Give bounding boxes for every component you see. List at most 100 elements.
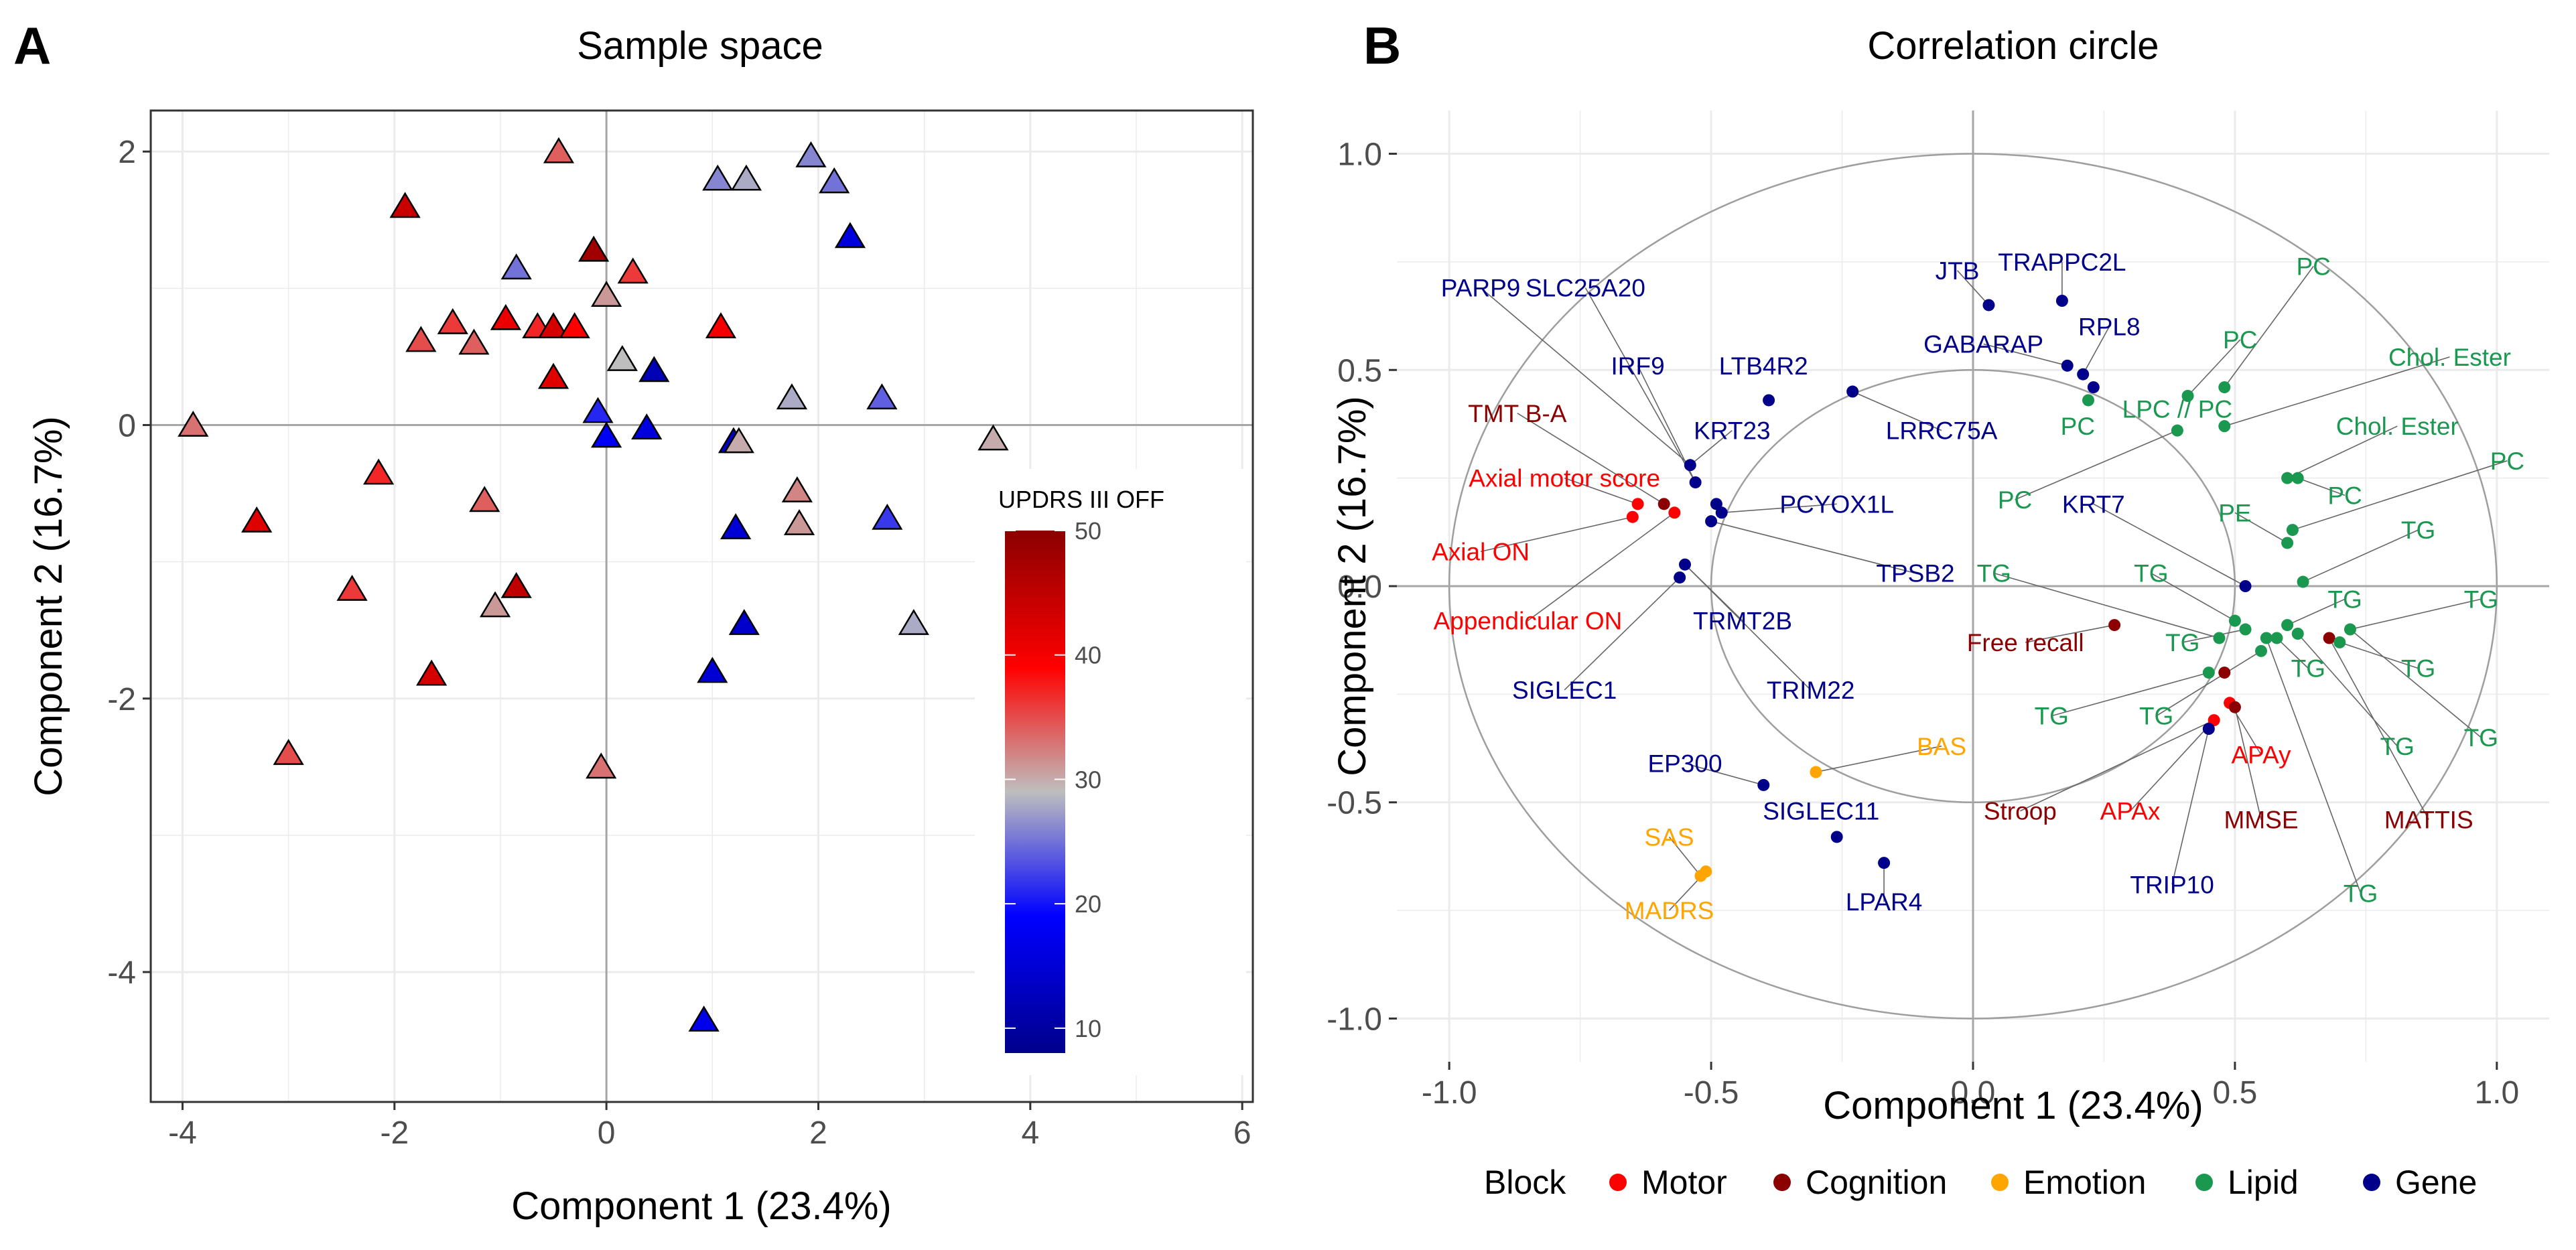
sample-triangle [705, 312, 737, 338]
label-leader-line [2328, 638, 2429, 820]
variable-label: Axial motor score [1469, 465, 1660, 492]
variable-point [2344, 623, 2356, 636]
label-leader-line [1480, 516, 1633, 553]
x-tick-label: 2 [809, 1115, 827, 1151]
variable-label: Chol. Ester [2388, 344, 2511, 371]
label-leader-line [2292, 460, 2508, 531]
variable-point [2208, 714, 2220, 727]
x-tick-label: 4 [1021, 1115, 1039, 1151]
variable-label: TG [2139, 703, 2173, 730]
variable-point [2218, 667, 2231, 679]
variable-label: MADRS [1625, 897, 1714, 924]
label-leader-line [2082, 326, 2110, 375]
variable-label: LTB4R2 [1719, 352, 1808, 380]
variable-point [2333, 636, 2346, 648]
label-leader-line [2303, 529, 2419, 583]
variable-label: RPL8 [2078, 314, 2141, 341]
colorbar-tick-label: 30 [1075, 766, 1101, 793]
sample-triangle [702, 164, 734, 191]
label-leader-line [2224, 265, 2314, 388]
variable-point [2281, 537, 2294, 549]
variable-label: Axial ON [1432, 538, 1530, 565]
variable-label: PC [2061, 413, 2095, 440]
variable-point [1700, 865, 1712, 878]
label-leader-line [2025, 624, 2115, 643]
variable-point [2218, 381, 2231, 394]
panel-a-y-axis-title: Component 2 (16.7%) [27, 416, 70, 796]
label-leader-line [1684, 564, 1812, 691]
variable-point [1757, 778, 1770, 791]
colorbar-gradient [1005, 531, 1065, 1053]
y-tick-label: -0.5 [1327, 786, 1382, 821]
variable-label: APAy [2231, 742, 2291, 769]
sample-triangle [537, 312, 569, 338]
y-tick-label: -2 [107, 682, 136, 717]
panel-b-title: Correlation circle [1867, 24, 2159, 68]
variable-point [2213, 632, 2226, 644]
variable-label: SIGLEC11 [1763, 798, 1879, 825]
variable-point [1763, 394, 1775, 407]
sample-triangle [728, 609, 760, 635]
panel-b-letter: B [1363, 16, 1401, 75]
label-leader-line [1690, 430, 1733, 466]
label-leader-line [2051, 672, 2210, 717]
label-leader-line [2266, 638, 2362, 894]
variable-point [2077, 368, 2090, 380]
sample-triangle [730, 164, 762, 191]
label-leader-line [1816, 746, 1942, 773]
variable-point [1684, 459, 1696, 472]
sample-triangle [537, 362, 569, 389]
variable-label: TG [2401, 655, 2435, 683]
variable-point [2270, 632, 2283, 644]
label-leader-line [2287, 425, 2398, 479]
variable-label: PC [2296, 253, 2330, 280]
variable-point [2055, 295, 2068, 307]
label-leader-line [1956, 270, 1990, 305]
variable-label: KRT23 [1694, 417, 1771, 445]
variable-point [1674, 571, 1686, 584]
legend-swatch-motor [1609, 1174, 1627, 1191]
sample-triangle [479, 591, 511, 618]
x-tick-label: 6 [1233, 1115, 1251, 1151]
legend-swatch-lipid [2195, 1174, 2213, 1191]
variable-point [2260, 632, 2273, 644]
variable-label: TG [2134, 560, 2168, 587]
colorbar-tick-label: 20 [1075, 890, 1101, 918]
label-leader-line [1527, 512, 1675, 622]
variable-point [1689, 476, 1702, 489]
variable-label: LPC // PC [2122, 395, 2233, 423]
sample-triangle [591, 421, 622, 448]
sample-triangle [781, 476, 813, 502]
label-leader-line [2276, 637, 2309, 669]
sample-triangle [723, 427, 754, 454]
legend-label-cognition: Cognition [1806, 1164, 1947, 1201]
variable-label: TG [1977, 560, 2011, 587]
variable-point [1631, 498, 1644, 510]
panel-b: B Correlation circle PARP9 SLC25A20 JTB TRA… [1327, 16, 2549, 1201]
label-leader-line [2297, 633, 2398, 747]
variable-point [2297, 575, 2309, 588]
variable-point [1846, 385, 1859, 398]
sample-triangle [720, 513, 752, 540]
sample-triangle [490, 303, 521, 330]
sample-triangle [437, 307, 468, 334]
sample-triangle [178, 411, 209, 437]
sample-triangle [405, 326, 437, 352]
variable-point [1830, 831, 1843, 843]
label-leader-line [1721, 503, 1837, 514]
panel-b-ticks: -1.0 -0.5 0.0 0.5 1.0 -1.0 -0.5 0.0 0.5 1.0 [1327, 137, 2519, 1111]
sample-triangle [416, 659, 448, 686]
sample-triangle [500, 571, 532, 598]
label-leader-line [2224, 356, 2450, 427]
sample-triangle [872, 503, 903, 530]
variable-label: TRMT2B [1693, 608, 1792, 635]
sample-triangle [458, 328, 490, 355]
label-leader-line [2234, 707, 2262, 820]
x-tick-label: -2 [380, 1115, 409, 1151]
variable-point [2255, 644, 2267, 657]
variable-point [2286, 524, 2299, 537]
x-tick-label: 0.0 [1951, 1075, 1996, 1111]
variable-label: TRAPPC2L [1998, 249, 2126, 276]
variable-point [1810, 766, 1822, 778]
